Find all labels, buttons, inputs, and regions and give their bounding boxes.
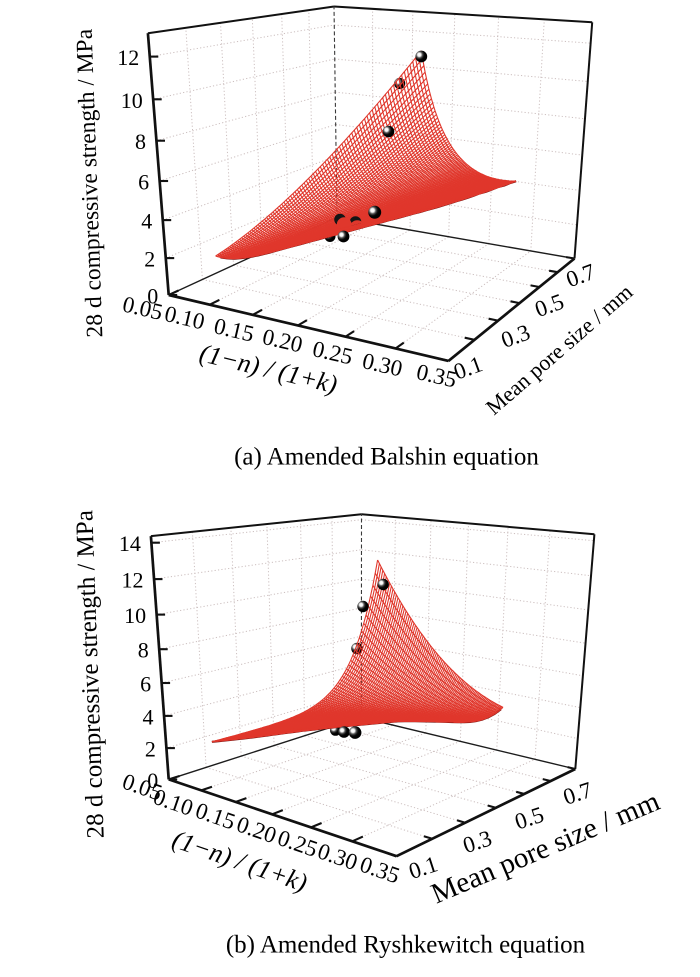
svg-text:14: 14: [119, 531, 141, 556]
svg-text:0.15: 0.15: [192, 798, 238, 835]
svg-text:6: 6: [140, 672, 151, 697]
svg-text:8: 8: [138, 638, 149, 663]
svg-text:28 d compressive strength / MP: 28 d compressive strength / MPa: [71, 510, 109, 839]
svg-text:8: 8: [135, 129, 146, 154]
svg-text:4: 4: [141, 209, 152, 234]
svg-text:10: 10: [121, 88, 143, 113]
svg-text:0: 0: [147, 768, 158, 793]
svg-text:0.20: 0.20: [260, 324, 305, 357]
svg-text:0.10: 0.10: [150, 784, 196, 821]
svg-text:0.30: 0.30: [315, 838, 361, 875]
svg-text:0.20: 0.20: [233, 811, 279, 848]
svg-text:0.5: 0.5: [512, 802, 547, 835]
svg-text:(b) Amended Ryshkewitch equati: (b) Amended Ryshkewitch equation: [226, 932, 586, 959]
svg-text:6: 6: [138, 170, 149, 195]
svg-text:0.3: 0.3: [498, 319, 534, 352]
svg-text:0.5: 0.5: [532, 289, 568, 322]
svg-text:12: 12: [122, 568, 144, 593]
svg-text:(a) Amended Balshin equation: (a) Amended Balshin equation: [234, 444, 539, 471]
svg-text:28 d compressive strength / MP: 28 d compressive strength / MPa: [72, 28, 109, 338]
svg-text:4: 4: [143, 704, 154, 729]
svg-text:0.25: 0.25: [275, 825, 321, 862]
svg-text:2: 2: [145, 737, 156, 762]
svg-text:2: 2: [144, 247, 155, 272]
svg-text:0.05: 0.05: [120, 291, 165, 324]
svg-text:0.30: 0.30: [360, 348, 405, 381]
svg-text:Mean pore size / mm: Mean pore size / mm: [427, 785, 665, 910]
svg-text:10: 10: [124, 603, 146, 628]
svg-text:12: 12: [117, 45, 139, 70]
svg-text:0: 0: [147, 284, 158, 309]
svg-text:0.7: 0.7: [560, 777, 595, 810]
svg-text:0.10: 0.10: [162, 301, 207, 334]
